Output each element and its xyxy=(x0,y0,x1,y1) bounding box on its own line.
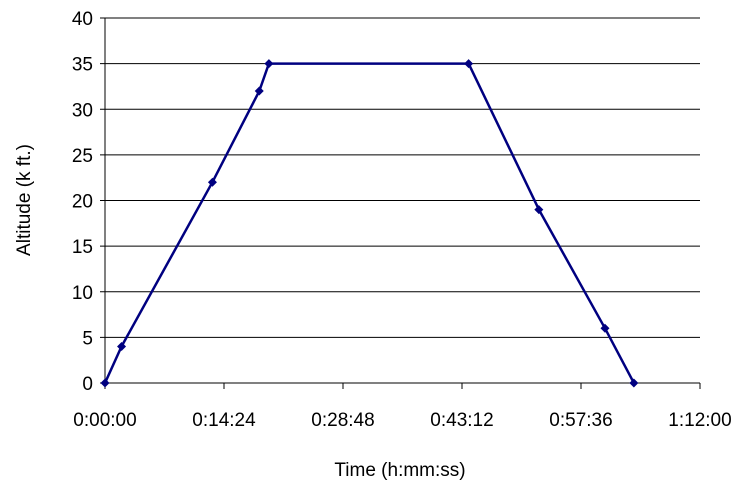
y-tick-label: 40 xyxy=(72,9,93,30)
data-point-marker xyxy=(207,177,217,187)
data-point-marker xyxy=(534,205,544,215)
y-axis-title: Altitude (k ft.) xyxy=(14,144,35,256)
data-point-marker xyxy=(254,86,264,96)
data-point-marker xyxy=(600,323,610,333)
data-point-marker xyxy=(629,378,639,388)
y-tick-label: 20 xyxy=(72,192,93,213)
y-tick-label: 10 xyxy=(72,283,93,304)
y-tick-label: 30 xyxy=(72,100,93,121)
series-line xyxy=(103,62,636,384)
y-tick-label: 25 xyxy=(72,146,93,167)
x-tick-label: 0:14:24 xyxy=(192,410,256,431)
y-tick-labels: 0 5 10 15 20 25 30 35 40 xyxy=(72,9,93,395)
y-tick-label: 15 xyxy=(72,237,93,258)
data-point-marker xyxy=(464,59,474,69)
x-axis-title: Time (h:mm:ss) xyxy=(334,460,465,481)
axes xyxy=(100,17,701,389)
data-point-marker xyxy=(117,342,127,351)
x-tick-labels: 0:00:00 0:14:24 0:28:48 0:43:12 0:57:36 1:12:… xyxy=(73,410,731,431)
x-tick-label: 0:28:48 xyxy=(311,410,374,431)
y-tick-label: 35 xyxy=(72,55,93,76)
data-point-marker xyxy=(100,378,110,388)
gridlines xyxy=(105,17,700,338)
y-tick-label: 5 xyxy=(82,328,93,349)
x-tick-label: 0:00:00 xyxy=(73,410,136,431)
data-point-marker xyxy=(264,59,274,69)
y-tick-label: 0 xyxy=(82,374,93,395)
series xyxy=(100,59,639,388)
x-tick-label: 1:12:00 xyxy=(668,410,731,431)
x-tick-label: 0:43:12 xyxy=(430,410,493,431)
x-tick-label: 0:57:36 xyxy=(549,410,612,431)
